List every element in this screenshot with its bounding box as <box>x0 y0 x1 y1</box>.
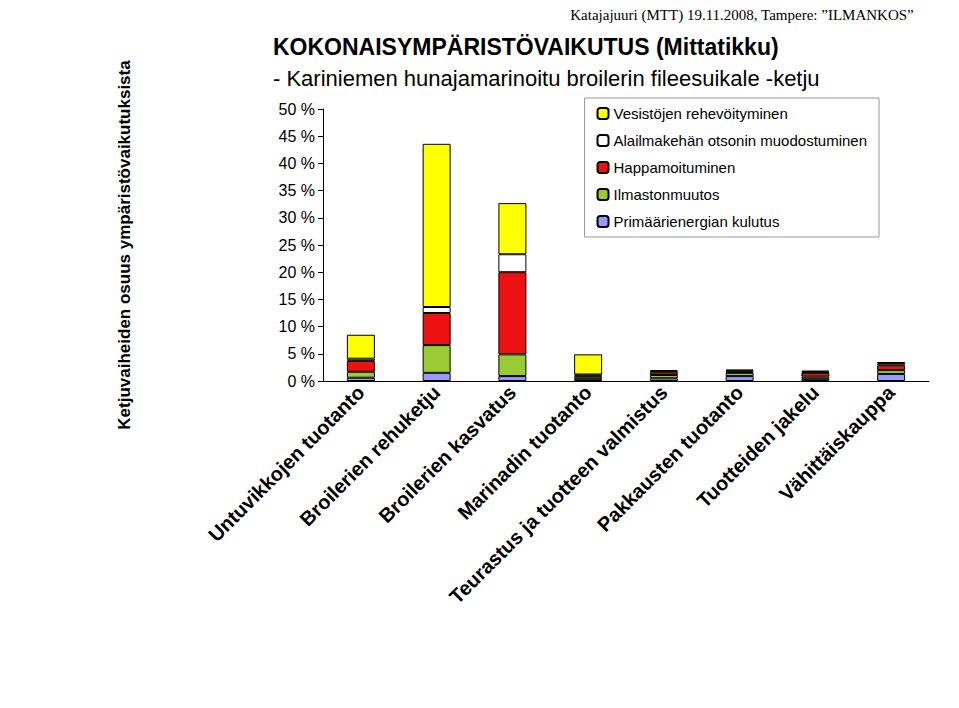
svg-text:30 %: 30 % <box>279 209 315 226</box>
svg-text:Broilerien rehuketju: Broilerien rehuketju <box>295 381 444 530</box>
svg-text:Ketjuvaiheiden osuus ympäristö: Ketjuvaiheiden osuus ympäristövaikutuksi… <box>115 60 134 430</box>
svg-text:25 %: 25 % <box>279 237 315 254</box>
svg-text:Broilerien kasvatus: Broilerien kasvatus <box>374 381 520 527</box>
svg-text:Ilmastonmuutos: Ilmastonmuutos <box>614 186 720 203</box>
svg-text:5 %: 5 % <box>287 345 315 362</box>
svg-text:Katajajuuri (MTT) 19.11.2008,: Katajajuuri (MTT) 19.11.2008, Tampere: ”… <box>570 7 913 24</box>
svg-text:35 %: 35 % <box>279 182 315 199</box>
svg-text:KOKONAISYMPÄRISTÖVAIKUTUS (Mit: KOKONAISYMPÄRISTÖVAIKUTUS (Mittatikku) <box>273 34 779 60</box>
svg-text:Vähittäiskauppa: Vähittäiskauppa <box>775 381 900 506</box>
svg-text:40 %: 40 % <box>279 155 315 172</box>
svg-text:Marinadin tuotanto: Marinadin tuotanto <box>453 381 596 524</box>
svg-text:20 %: 20 % <box>279 264 315 281</box>
svg-text:- Kariniemen hunajamarinoitu b: - Kariniemen hunajamarinoitu broilerin f… <box>273 66 820 91</box>
svg-text:Vesistöjen rehevöityminen: Vesistöjen rehevöityminen <box>614 105 788 122</box>
svg-text:0 %: 0 % <box>287 373 315 390</box>
svg-text:45 %: 45 % <box>279 128 315 145</box>
svg-text:Happamoituminen: Happamoituminen <box>614 159 736 176</box>
svg-text:Tuotteiden jakelu: Tuotteiden jakelu <box>692 381 823 512</box>
svg-text:Primäärienergian kulutus: Primäärienergian kulutus <box>614 213 780 230</box>
svg-text:Teurastus ja tuotteen valmistu: Teurastus ja tuotteen valmistus <box>445 381 672 608</box>
svg-text:Untuvikkojen tuotanto: Untuvikkojen tuotanto <box>204 381 369 546</box>
svg-text:Pakkausten tuotanto: Pakkausten tuotanto <box>593 381 748 536</box>
svg-text:50 %: 50 % <box>279 101 315 118</box>
svg-text:10 %: 10 % <box>279 318 315 335</box>
svg-text:Alailmakehän otsonin muodostum: Alailmakehän otsonin muodostuminen <box>614 132 867 149</box>
svg-text:15 %: 15 % <box>279 291 315 308</box>
